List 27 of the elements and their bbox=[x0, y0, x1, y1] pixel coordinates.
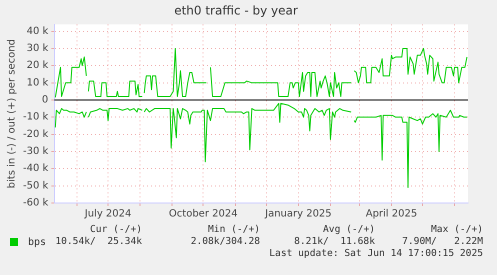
text: Max (-/+) bbox=[431, 224, 483, 235]
y-tick-label: 40 k bbox=[26, 26, 49, 37]
text: Cur (-/+) bbox=[90, 224, 142, 235]
y-tick-label: 0 bbox=[42, 94, 48, 106]
y-tick-label: -20 k bbox=[22, 128, 48, 140]
chart-title: eth0 traffic - by year bbox=[174, 3, 298, 18]
text: 10.54k/ 25.34k bbox=[55, 236, 142, 247]
x-tick-label: April 2025 bbox=[366, 208, 418, 220]
text: 8.21k/ 11.68k bbox=[294, 236, 375, 247]
x-tick-label: July 2024 bbox=[84, 208, 132, 220]
y-tick-label: 30 k bbox=[26, 43, 49, 54]
y-tick-label: -40 k bbox=[22, 163, 48, 174]
text: Min (-/+) bbox=[208, 224, 260, 235]
y-tick-label: -50 k bbox=[22, 180, 48, 192]
text: Last update: Sat Jun 14 17:00:15 2025 bbox=[269, 248, 483, 259]
y-tick-label: -10 k bbox=[22, 112, 48, 123]
y-axis-title: bits in (-) / out (+) per second bbox=[6, 39, 18, 188]
text: 2.08k/304.28 bbox=[190, 236, 260, 247]
x-tick-label: January 2025 bbox=[264, 208, 332, 220]
text: Avg (-/+) bbox=[323, 224, 375, 235]
y-tick-label: -60 k bbox=[22, 198, 48, 209]
y-tick-label: -30 k bbox=[22, 146, 48, 158]
x-tick-label: October 2024 bbox=[168, 208, 238, 220]
legend-label: bps bbox=[28, 237, 46, 248]
text: 7.90M/ 2.22M bbox=[402, 236, 483, 247]
y-tick-label: 10 k bbox=[26, 77, 49, 88]
y-tick-label: 20 k bbox=[26, 60, 49, 72]
